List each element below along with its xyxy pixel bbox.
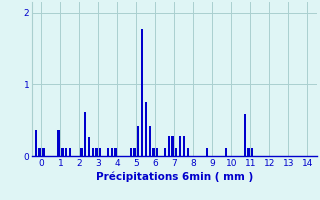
Bar — [175, 148, 177, 156]
Bar — [168, 136, 170, 156]
Bar — [38, 148, 41, 156]
Bar — [130, 148, 132, 156]
Bar — [164, 148, 166, 156]
Bar — [137, 126, 140, 156]
Bar — [111, 148, 113, 156]
Bar — [88, 137, 90, 156]
Bar — [107, 148, 109, 156]
Bar — [80, 148, 83, 156]
Bar — [156, 148, 158, 156]
Bar — [65, 148, 67, 156]
Bar — [141, 29, 143, 156]
Bar — [244, 114, 246, 156]
Bar — [148, 126, 151, 156]
Bar — [133, 148, 136, 156]
Bar — [145, 102, 147, 156]
Bar — [179, 136, 181, 156]
Bar — [225, 148, 227, 156]
Bar — [152, 148, 155, 156]
Bar — [42, 148, 44, 156]
Bar — [92, 148, 94, 156]
Bar — [187, 148, 189, 156]
X-axis label: Précipitations 6min ( mm ): Précipitations 6min ( mm ) — [96, 172, 253, 182]
Bar — [172, 136, 174, 156]
Bar — [251, 148, 253, 156]
Bar — [61, 148, 63, 156]
Bar — [69, 148, 71, 156]
Bar — [35, 130, 37, 156]
Bar — [99, 148, 101, 156]
Bar — [58, 130, 60, 156]
Bar — [115, 148, 117, 156]
Bar — [183, 136, 185, 156]
Bar — [205, 148, 208, 156]
Bar — [95, 148, 98, 156]
Bar — [247, 148, 250, 156]
Bar — [84, 112, 86, 156]
